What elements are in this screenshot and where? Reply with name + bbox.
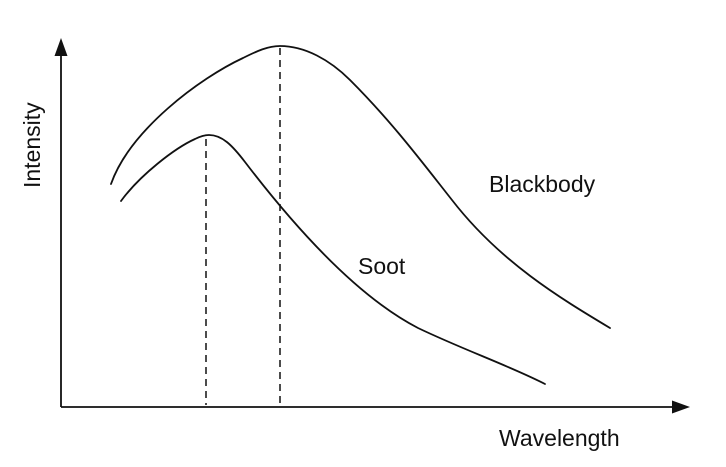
soot-curve bbox=[120, 134, 546, 385]
blackbody-curve bbox=[110, 45, 611, 329]
x-axis-label: Wavelength bbox=[499, 425, 620, 451]
y-axis-arrowhead bbox=[54, 38, 68, 56]
soot-label: Soot bbox=[358, 253, 406, 279]
axes bbox=[54, 38, 690, 414]
y-axis-label: Intensity bbox=[19, 102, 45, 188]
blackbody-label: Blackbody bbox=[489, 171, 596, 197]
x-axis-arrowhead bbox=[672, 400, 690, 414]
